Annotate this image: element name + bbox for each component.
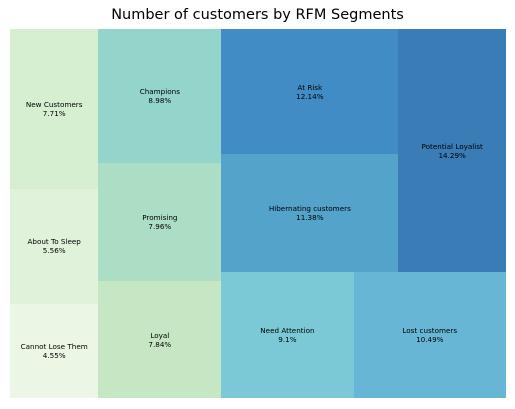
tile-percent: 12.14%: [296, 91, 324, 101]
treemap-tile-at-risk: At Risk 12.14%: [221, 29, 399, 155]
tile-percent: 8.98%: [148, 95, 172, 105]
treemap-tile-hibernating-customers: Hibernating customers 11.38%: [221, 154, 399, 273]
chart-title: Number of customers by RFM Segments: [111, 7, 404, 23]
tile-label: Promising: [142, 212, 178, 222]
tile-percent: 4.55%: [42, 350, 66, 360]
treemap-tile-cannot-lose-them: Cannot Lose Them 4.55%: [10, 303, 99, 398]
tile-label: Champions: [139, 86, 180, 96]
tile-label: Lost customers: [402, 326, 458, 336]
treemap-tile-loyal: Loyal 7.84%: [98, 281, 222, 398]
tile-label: About To Sleep: [27, 237, 81, 247]
tile-percent: 7.84%: [148, 339, 172, 349]
tile-label: Hibernating customers: [268, 204, 351, 214]
tile-percent: 7.71%: [42, 108, 66, 118]
tile-percent: 5.56%: [42, 246, 66, 256]
treemap-tile-need-attention: Need Attention 9.1%: [221, 272, 354, 398]
tile-label: New Customers: [25, 99, 83, 109]
treemap-tile-about-to-sleep: About To Sleep 5.56%: [10, 188, 99, 304]
treemap: Cannot Lose Them 4.55% About To Sleep 5.56%…: [10, 29, 506, 398]
tile-percent: 7.96%: [148, 221, 172, 231]
tile-label: At Risk: [297, 82, 323, 92]
tile-percent: 14.29%: [438, 150, 466, 160]
treemap-tile-potential-loyalist: Potential Loyalist 14.29%: [398, 29, 506, 273]
treemap-tile-promising: Promising 7.96%: [98, 162, 222, 282]
tile-label: Potential Loyalist: [421, 141, 483, 151]
tile-label: Cannot Lose Them: [20, 341, 88, 351]
treemap-tile-new-customers: New Customers 7.71%: [10, 29, 99, 189]
tile-percent: 10.49%: [416, 335, 444, 345]
treemap-tile-lost-customers: Lost customers 10.49%: [353, 272, 506, 398]
treemap-tile-champions: Champions 8.98%: [98, 29, 222, 163]
tile-label: Loyal: [150, 330, 170, 340]
tile-percent: 11.38%: [296, 213, 324, 223]
tile-label: Need Attention: [260, 326, 315, 336]
tile-percent: 9.1%: [278, 335, 297, 345]
